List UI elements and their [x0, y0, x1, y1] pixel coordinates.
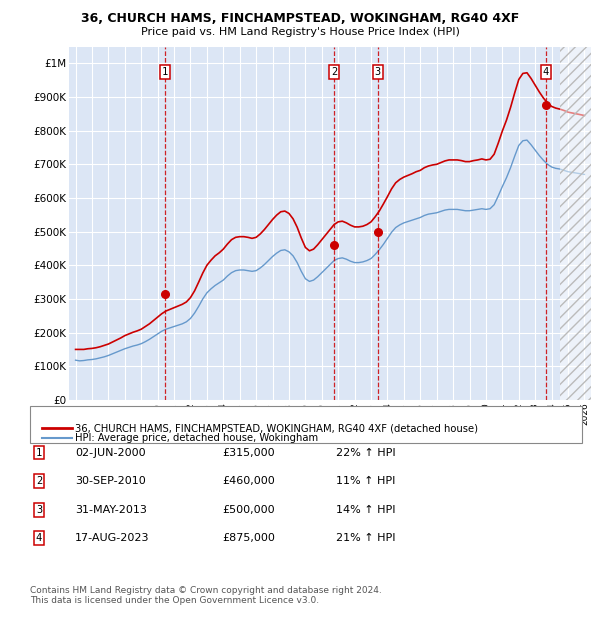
- Text: 36, CHURCH HAMS, FINCHAMPSTEAD, WOKINGHAM, RG40 4XF (detached house): 36, CHURCH HAMS, FINCHAMPSTEAD, WOKINGHA…: [75, 423, 478, 433]
- Text: 1: 1: [36, 448, 42, 458]
- Text: 31-MAY-2013: 31-MAY-2013: [75, 505, 147, 515]
- Text: Contains HM Land Registry data © Crown copyright and database right 2024.
This d: Contains HM Land Registry data © Crown c…: [30, 586, 382, 605]
- Text: 4: 4: [542, 67, 548, 77]
- Text: £460,000: £460,000: [222, 476, 275, 486]
- Text: Price paid vs. HM Land Registry's House Price Index (HPI): Price paid vs. HM Land Registry's House …: [140, 27, 460, 37]
- Text: 4: 4: [36, 533, 42, 543]
- Text: 02-JUN-2000: 02-JUN-2000: [75, 448, 146, 458]
- Text: 3: 3: [36, 505, 42, 515]
- Text: 1: 1: [161, 67, 167, 77]
- Text: 36, CHURCH HAMS, FINCHAMPSTEAD, WOKINGHAM, RG40 4XF: 36, CHURCH HAMS, FINCHAMPSTEAD, WOKINGHA…: [81, 12, 519, 25]
- Text: 2: 2: [331, 67, 337, 77]
- Text: 3: 3: [375, 67, 381, 77]
- Text: £500,000: £500,000: [222, 505, 275, 515]
- Text: 14% ↑ HPI: 14% ↑ HPI: [336, 505, 395, 515]
- Text: 11% ↑ HPI: 11% ↑ HPI: [336, 476, 395, 486]
- Text: 21% ↑ HPI: 21% ↑ HPI: [336, 533, 395, 543]
- Text: 22% ↑ HPI: 22% ↑ HPI: [336, 448, 395, 458]
- Text: 17-AUG-2023: 17-AUG-2023: [75, 533, 149, 543]
- Text: £875,000: £875,000: [222, 533, 275, 543]
- Text: HPI: Average price, detached house, Wokingham: HPI: Average price, detached house, Woki…: [75, 433, 318, 443]
- Text: 30-SEP-2010: 30-SEP-2010: [75, 476, 146, 486]
- Text: 2: 2: [36, 476, 42, 486]
- Text: £315,000: £315,000: [222, 448, 275, 458]
